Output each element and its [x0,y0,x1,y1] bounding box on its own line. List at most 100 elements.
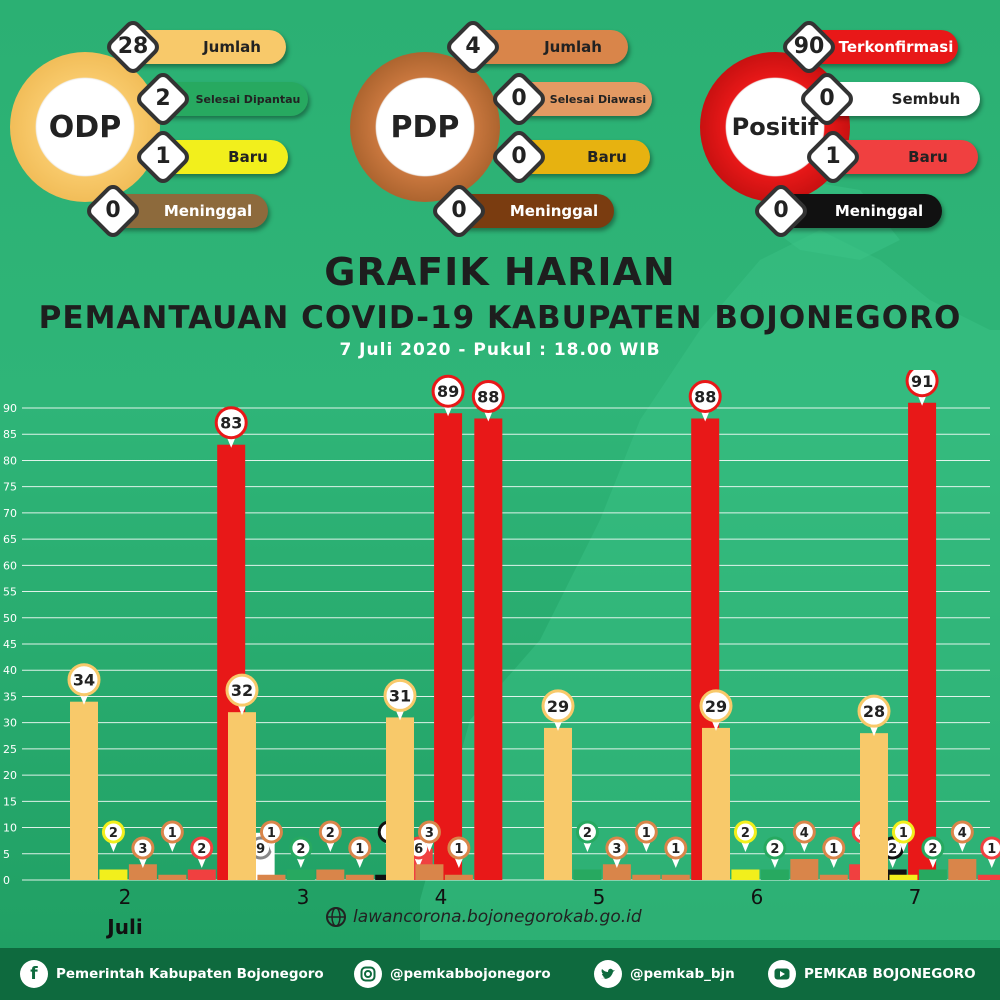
page-date: 7 Juli 2020 - Pukul : 18.00 WIB [339,340,661,360]
globe-icon [326,907,346,927]
x-tick-label: 2 [119,885,132,909]
bar [386,717,414,880]
y-tick-label: 90 [3,402,17,415]
data-label: 3 [425,826,434,841]
positif-sembuh-label: Sembuh [891,90,961,108]
y-tick-label: 80 [3,454,17,467]
pdp-meninggal-pill: 0 Meninggal [429,181,614,241]
data-label: 34 [73,671,95,690]
footer-twitter[interactable]: @pemkab_bjn [594,960,735,988]
website-link[interactable]: lawancorona.bojonegorokab.go.id [325,906,642,928]
data-label: 1 [355,842,364,857]
bar [860,733,888,880]
x-tick-label: 6 [751,885,764,909]
youtube-label: PEMKAB BOJONEGORO [804,966,976,982]
facebook-icon: f [20,960,48,988]
y-tick-label: 5 [3,848,10,861]
bar [99,869,128,880]
data-label: 89 [437,382,459,401]
youtube-icon [768,960,796,988]
y-tick-label: 10 [3,822,17,835]
bar [187,869,216,880]
marker-circle [383,678,417,712]
bar [602,864,631,880]
pdp-jumlah-label: Jumlah [544,38,602,56]
positif-baru-pill: 1 Baru [803,127,978,187]
data-label: 2 [296,842,305,857]
marker-circle [214,406,248,440]
data-label: 6 [414,842,423,857]
bar [158,874,187,880]
data-label: 88 [694,387,716,406]
marker-circle [891,820,915,844]
bar [345,874,374,880]
x-sublabel: Juli [105,915,142,939]
marker-circle [471,379,505,413]
data-label: 3 [612,842,621,857]
marker-circle [289,836,313,860]
bar [977,874,1000,880]
bar [760,869,789,880]
y-tick-label: 85 [3,428,17,441]
pdp-summary: PDP 4 Jumlah 0 Selesai Diawasi 0 Baru 0 … [340,0,660,241]
data-label: 1 [829,842,838,857]
bar [286,869,315,880]
odp-baru-label: Baru [228,148,268,166]
bar [444,874,473,880]
footer-youtube[interactable]: PEMKAB BOJONEGORO [768,960,976,988]
bar [889,874,918,880]
twitter-label: @pemkab_bjn [630,966,735,982]
y-tick-label: 20 [3,769,17,782]
data-label: 29 [547,697,569,716]
y-tick-label: 0 [3,874,10,887]
data-label: 2 [326,826,335,841]
bar [434,413,463,880]
bar [316,869,345,880]
y-tick-label: 70 [3,507,17,520]
bar [948,859,977,880]
y-tick-label: 50 [3,612,17,625]
y-tick-label: 55 [3,586,17,599]
marker-circle [348,836,372,860]
positif-meninggal-pill: 0 Meninggal [751,181,942,241]
marker-circle [699,689,733,723]
pdp-baru-pill: 0 Baru [489,127,650,187]
bar [819,874,848,880]
marker-circle [575,820,599,844]
bar [918,869,947,880]
odp-jumlah-label: Jumlah [203,38,261,56]
marker-circle [733,820,757,844]
footer-instagram[interactable]: @pemkabbojonegoro [354,960,551,988]
y-tick-label: 30 [3,717,17,730]
x-tick-label: 3 [297,885,310,909]
bar [257,874,286,880]
bar [474,418,503,880]
marker-circle [160,820,184,844]
odp-meninggal-pill: 0 Meninggal [83,181,268,241]
bar [544,727,572,880]
marker-circle [431,374,465,408]
odp-summary: ODP 28 Jumlah 2 Selesai Dipantau 1 Baru … [0,0,320,241]
bar [632,874,661,880]
odp-jumlah-pill: 28 Jumlah [103,17,286,77]
y-tick-label: 45 [3,638,17,651]
data-label: 1 [987,842,996,857]
marker-circle [417,820,441,844]
data-label: 2 [928,842,937,857]
pdp-circle: PDP [350,52,500,202]
marker-circle [131,836,155,860]
data-label: 29 [705,697,727,716]
data-label: 83 [220,414,242,433]
data-label: 2 [770,842,779,857]
odp-selesai-label: Selesai Dipantau [195,92,301,106]
footer-facebook[interactable]: f Pemerintah Kabupaten Bojonegoro [20,960,324,988]
bar [908,402,937,880]
data-label: 2 [109,826,118,841]
marker-circle [950,820,974,844]
positif-summary: Positif 90 Terkonfirmasi 0 Sembuh 1 Baru… [690,0,1000,241]
data-label: 91 [911,372,933,391]
y-tick-label: 35 [3,690,17,703]
data-label: 3 [138,842,147,857]
odp-meninggal-label: Meninggal [163,202,253,220]
bar [228,712,256,880]
